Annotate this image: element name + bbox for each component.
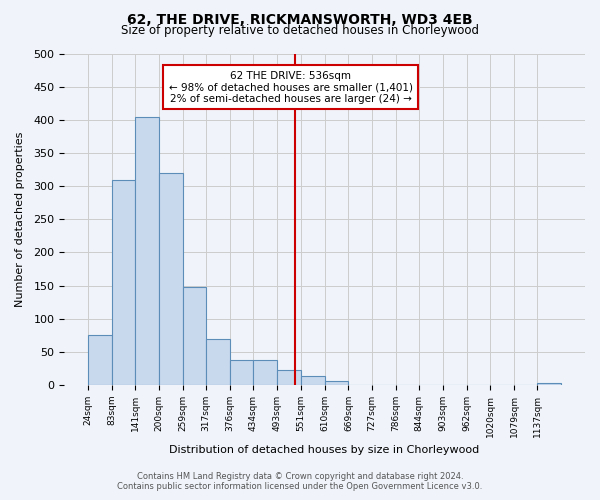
Bar <box>277 370 301 385</box>
Bar <box>135 117 159 385</box>
Bar <box>538 384 562 385</box>
Text: 62 THE DRIVE: 536sqm
← 98% of detached houses are smaller (1,401)
2% of semi-det: 62 THE DRIVE: 536sqm ← 98% of detached h… <box>169 70 413 104</box>
Text: Size of property relative to detached houses in Chorleywood: Size of property relative to detached ho… <box>121 24 479 37</box>
Bar <box>159 173 183 385</box>
Bar <box>183 287 206 385</box>
X-axis label: Distribution of detached houses by size in Chorleywood: Distribution of detached houses by size … <box>169 445 480 455</box>
Bar <box>206 338 230 385</box>
Bar <box>88 335 112 385</box>
Bar <box>230 360 253 385</box>
Text: 62, THE DRIVE, RICKMANSWORTH, WD3 4EB: 62, THE DRIVE, RICKMANSWORTH, WD3 4EB <box>127 12 473 26</box>
Bar <box>301 376 325 385</box>
Bar <box>325 381 349 385</box>
Bar <box>253 360 277 385</box>
Bar <box>112 180 135 385</box>
Y-axis label: Number of detached properties: Number of detached properties <box>15 132 25 307</box>
Text: Contains HM Land Registry data © Crown copyright and database right 2024.
Contai: Contains HM Land Registry data © Crown c… <box>118 472 482 491</box>
